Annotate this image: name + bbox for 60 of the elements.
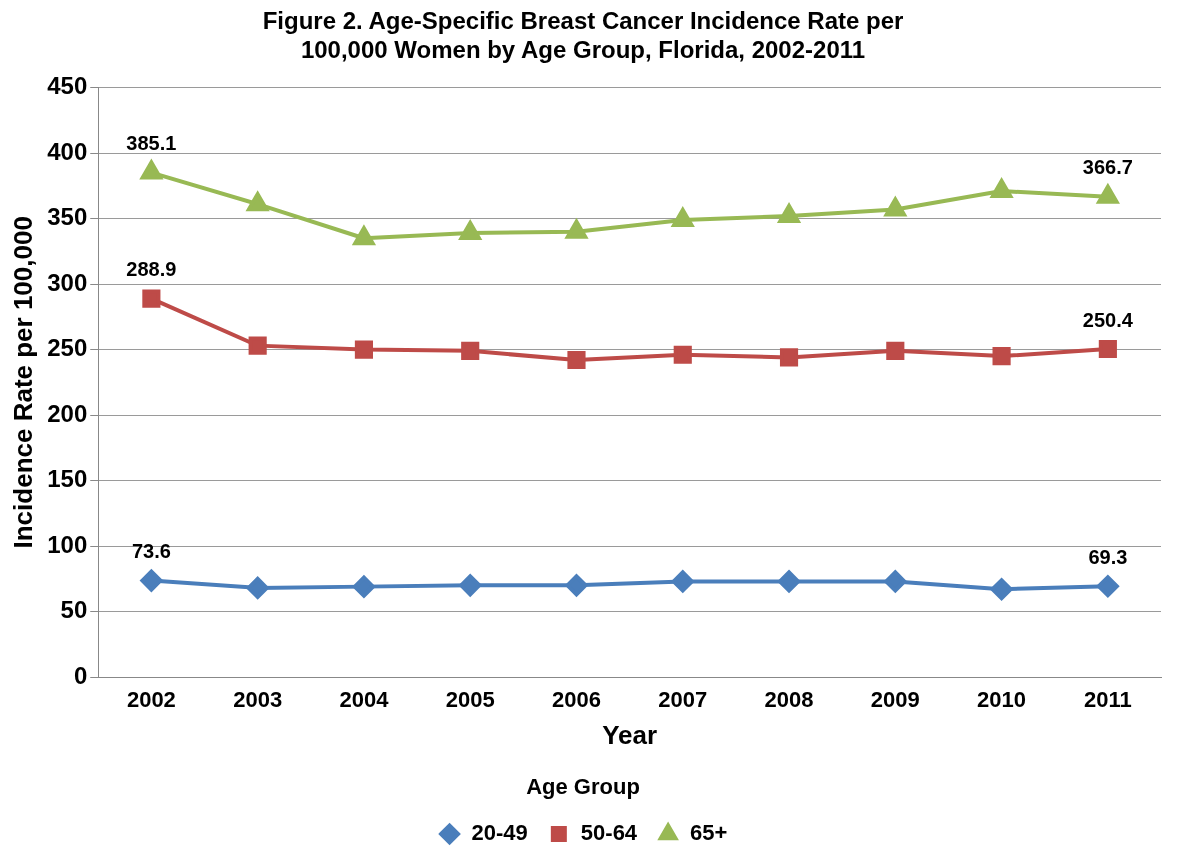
point — [884, 570, 907, 593]
point — [779, 348, 799, 367]
legend-title: Age Group — [526, 773, 640, 799]
data-label: 366.7 — [1082, 156, 1133, 179]
data-label: 250.4 — [1082, 308, 1134, 331]
y-tick-label: 100 — [47, 530, 88, 558]
x-axis-title: Year — [602, 720, 658, 751]
x-tick-label: 2008 — [764, 687, 814, 713]
y-tick-label: 50 — [60, 596, 88, 624]
point — [992, 347, 1011, 366]
x-tick-label: 2010 — [977, 687, 1027, 713]
data-label: 288.9 — [126, 258, 177, 281]
legend-label: 65+ — [690, 820, 728, 846]
point — [246, 576, 269, 599]
point — [459, 574, 482, 597]
point — [248, 336, 267, 355]
y-tick-label: 200 — [47, 399, 88, 427]
x-tick-label: 2011 — [1083, 687, 1132, 713]
point — [990, 578, 1013, 601]
point — [353, 226, 375, 246]
data-label: 73.6 — [131, 540, 171, 563]
chart-title: Figure 2. Age-Specific Breast Cancer Incidence Rate per 100,000 Women by Age Group, Florida, 2002-2011 — [262, 7, 904, 63]
point — [778, 203, 800, 223]
point — [1096, 575, 1119, 598]
x-tick-label: 2006 — [552, 687, 601, 713]
legend-label: 20-49 — [471, 820, 528, 846]
x-tick-label: 2009 — [870, 687, 920, 713]
point — [1098, 339, 1117, 359]
point — [140, 569, 163, 592]
point — [567, 350, 586, 370]
point — [671, 570, 694, 593]
point — [247, 192, 269, 212]
y-tick-label: 250 — [47, 334, 88, 362]
y-tick-label: 150 — [47, 465, 88, 493]
point — [884, 197, 906, 217]
point — [990, 179, 1013, 199]
x-tick-label: 2005 — [445, 687, 495, 713]
point — [459, 220, 481, 240]
point — [565, 574, 588, 597]
point — [886, 341, 905, 360]
data-label: 385.1 — [126, 132, 177, 155]
y-tick-label: 0 — [73, 661, 88, 689]
y-tick-label: 350 — [47, 203, 88, 231]
y-tick-label: 450 — [47, 72, 88, 100]
data-label: 69.3 — [1088, 545, 1128, 568]
y-tick-label: 400 — [47, 137, 88, 165]
point — [672, 207, 694, 227]
point — [461, 341, 480, 360]
y-tick-label: 300 — [47, 268, 88, 296]
y-axis-title: Incidence Rate per 100,000 — [7, 216, 38, 549]
point — [352, 575, 375, 598]
x-tick-label: 2004 — [339, 687, 390, 713]
point — [778, 570, 801, 593]
x-tick-label: 2002 — [126, 687, 176, 713]
point — [142, 289, 161, 308]
legend-label: 50-64 — [580, 820, 638, 846]
point — [354, 340, 373, 359]
x-tick-label: 2003 — [233, 687, 283, 713]
x-tick-label: 2007 — [658, 687, 708, 713]
point — [673, 345, 692, 364]
